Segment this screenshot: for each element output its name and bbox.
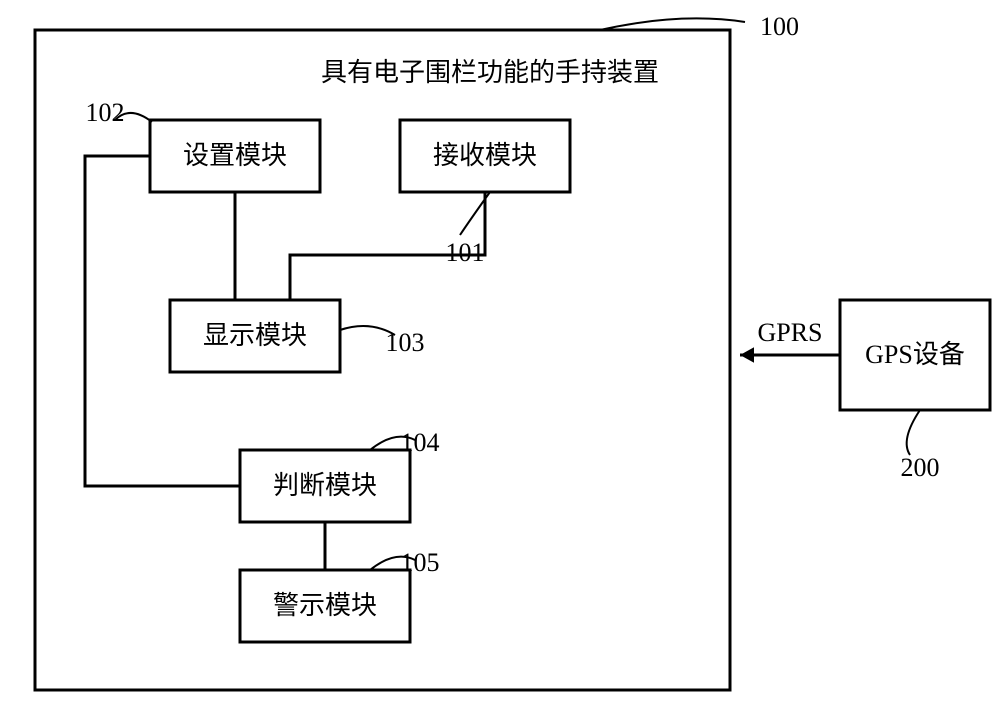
judge-ref: 104: [401, 428, 440, 457]
leader-line: [600, 18, 745, 30]
container-ref: 100: [760, 12, 799, 41]
judge-module-label: 判断模块: [273, 471, 377, 500]
receive-module-label: 接收模块: [433, 141, 537, 170]
alert-ref: 105: [401, 548, 440, 577]
gprs-arrow-head: [740, 347, 754, 362]
settings-ref: 102: [86, 98, 125, 127]
gprs-label: GPRS: [757, 318, 822, 347]
display-module-label: 显示模块: [203, 321, 307, 350]
gps-device-label: GPS设备: [865, 340, 965, 369]
receive-ref: 101: [446, 238, 485, 267]
alert-module-label: 警示模块: [273, 591, 377, 620]
gps-ref: 200: [901, 453, 940, 482]
display-ref: 103: [386, 328, 425, 357]
container-title: 具有电子围栏功能的手持装置: [321, 58, 659, 87]
leader-line: [907, 410, 920, 455]
settings-module-label: 设置模块: [183, 141, 287, 170]
